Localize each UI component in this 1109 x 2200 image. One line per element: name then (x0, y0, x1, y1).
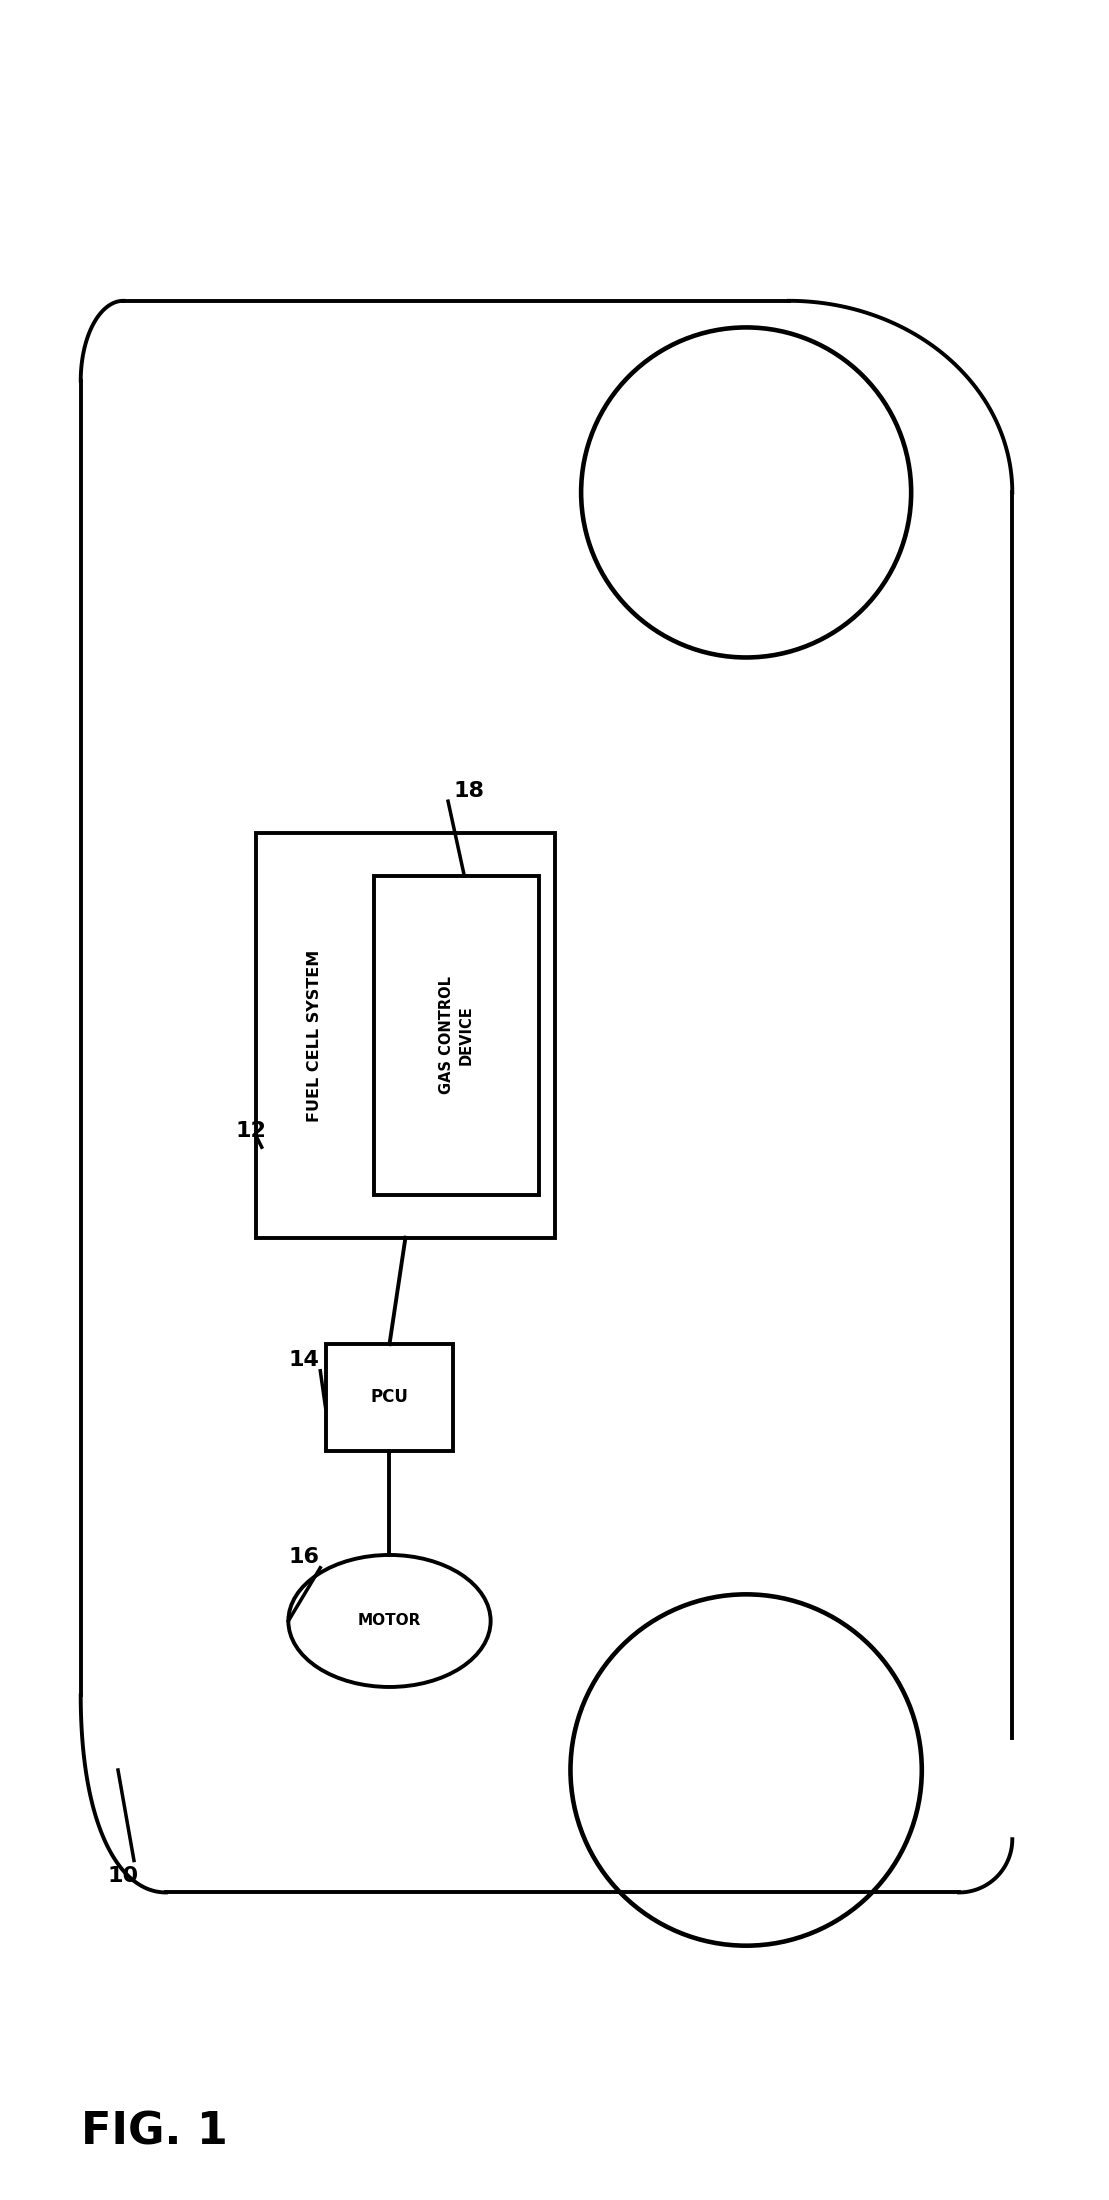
Text: FUEL CELL SYSTEM: FUEL CELL SYSTEM (307, 948, 323, 1122)
Text: PCU: PCU (370, 1388, 408, 1406)
Text: 10: 10 (108, 1866, 139, 1885)
Text: 18: 18 (454, 781, 485, 801)
Text: MOTOR: MOTOR (358, 1613, 421, 1628)
Text: FIG. 1: FIG. 1 (81, 2110, 227, 2154)
Text: 12: 12 (235, 1122, 266, 1142)
Bar (374, 876, 539, 1195)
Text: 14: 14 (288, 1351, 319, 1371)
Text: GAS CONTROL
DEVICE: GAS CONTROL DEVICE (439, 977, 474, 1093)
Bar (256, 834, 554, 1239)
Text: 16: 16 (288, 1547, 319, 1566)
Bar (326, 1344, 454, 1450)
